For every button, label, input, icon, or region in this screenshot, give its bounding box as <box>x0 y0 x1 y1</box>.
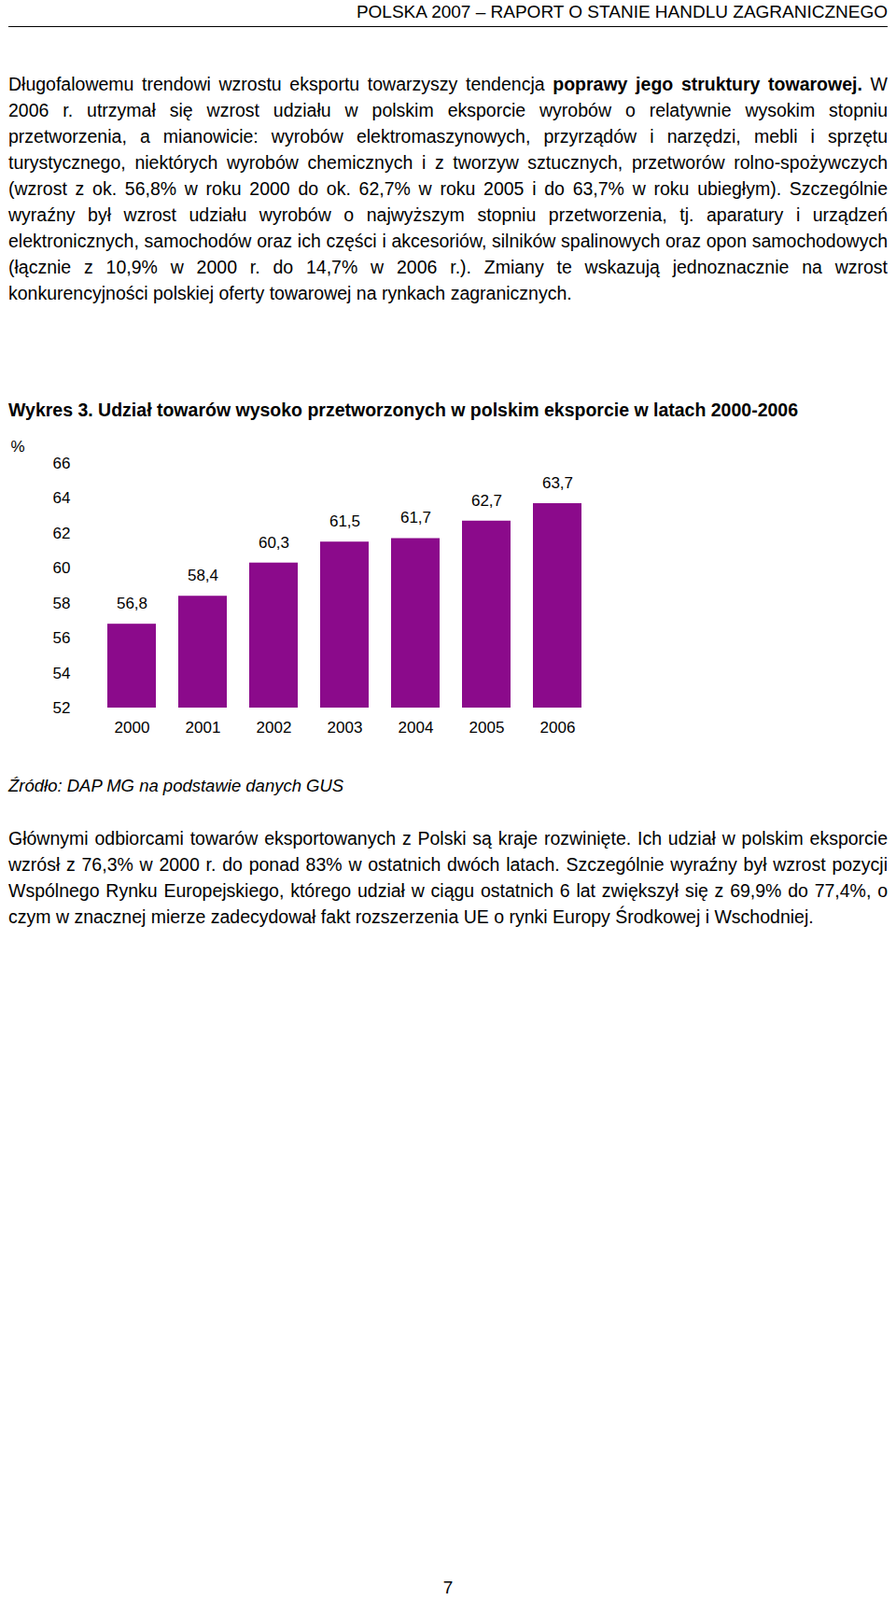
svg-text:%: % <box>11 437 26 456</box>
svg-text:61,7: 61,7 <box>400 508 432 527</box>
svg-text:2005: 2005 <box>469 718 505 737</box>
svg-text:54: 54 <box>53 664 71 683</box>
svg-text:58: 58 <box>53 594 71 613</box>
html-text:Źródło: DAP MG na podstawie da: Źródło: DAP MG na podstawie danych GUS <box>8 775 344 796</box>
html-text:Długofalowemu trendowi wzrostu: Długofalowemu trendowi wzrostu eksportu … <box>8 73 888 304</box>
svg-text:2003: 2003 <box>327 718 364 737</box>
svg-text:52: 52 <box>53 699 71 717</box>
svg-text:63,7: 63,7 <box>542 474 574 492</box>
svg-text:2002: 2002 <box>256 718 293 737</box>
svg-text:56,8: 56,8 <box>116 594 148 613</box>
svg-text:2000: 2000 <box>114 718 151 737</box>
svg-text:62,7: 62,7 <box>471 491 503 510</box>
svg-text:60,3: 60,3 <box>258 533 290 552</box>
svg-text:58,4: 58,4 <box>187 566 219 585</box>
svg-text:62: 62 <box>53 524 71 543</box>
svg-text:64: 64 <box>53 489 71 507</box>
svg-text:2006: 2006 <box>540 718 576 737</box>
svg-text:2004: 2004 <box>398 718 434 737</box>
html-text:POLSKA 2007 – RAPORT O STANIE: POLSKA 2007 – RAPORT O STANIE HANDLU ZAG… <box>356 1 888 22</box>
html-text:Wykres 3. Udział towarów wysok: Wykres 3. Udział towarów wysoko przetwor… <box>8 399 798 420</box>
svg-text:56: 56 <box>53 629 71 647</box>
svg-text:66: 66 <box>53 454 71 473</box>
svg-text:60: 60 <box>53 559 71 577</box>
html-text:7: 7 <box>443 1577 453 1597</box>
svg-text:2001: 2001 <box>185 718 222 737</box>
html-text:Głównymi odbiorcami towarów ek: Głównymi odbiorcami towarów eksportowany… <box>8 827 888 927</box>
svg-text:61,5: 61,5 <box>329 512 361 531</box>
